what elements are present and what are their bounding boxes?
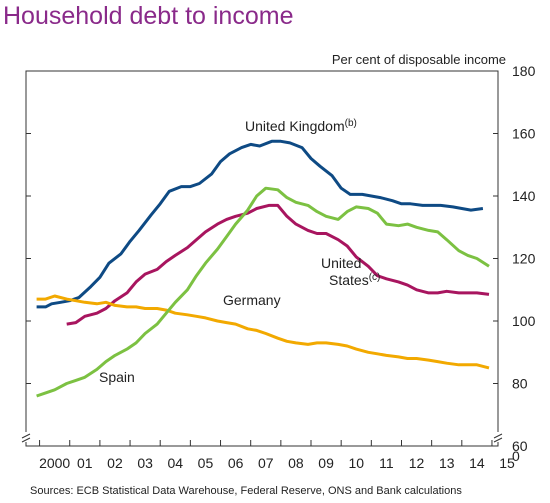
series-label-united-states-line2: States [329, 272, 369, 288]
x-tick-label: 15 [499, 455, 515, 471]
series-line-germany [36, 294, 490, 370]
x-tick-label: 06 [228, 455, 244, 471]
series-label-united-kingdom: United Kingdom(b) [245, 118, 357, 134]
series-line-united-kingdom [36, 139, 484, 309]
x-tick-label: 01 [77, 455, 93, 471]
series-label-spain: Spain [99, 369, 135, 385]
unit-label: Per cent of disposable income [332, 52, 506, 67]
axis-break-mark [21, 433, 31, 443]
axis-break-mask [494, 432, 502, 442]
x-tick-label: 14 [469, 455, 485, 471]
series-label-germany: Germany [223, 292, 281, 308]
series-line-united-states [66, 203, 490, 326]
x-tick-label: 10 [348, 455, 364, 471]
x-tick-label: 09 [318, 455, 334, 471]
y-tick-label: 140 [512, 188, 536, 204]
axis-ticks: 180 160 140 120 100 80 600 2000 01 02 03 04 05 06 07 08… [26, 63, 536, 471]
x-tick-label: 02 [107, 455, 123, 471]
series-line-spain [36, 186, 490, 398]
x-tick-label: 04 [168, 455, 184, 471]
x-tick-label: 07 [258, 455, 274, 471]
y-tick-label: 100 [512, 313, 536, 329]
chart-title: Household debt to income [3, 2, 293, 30]
series-lines [36, 139, 490, 398]
series-label-united-states-line1: United [321, 255, 361, 271]
x-tick-label: 08 [288, 455, 304, 471]
source-note: Sources: ECB Statistical Data Warehouse,… [30, 485, 462, 497]
y-axis-zero-label: 0 [512, 448, 520, 464]
x-tick-label: 12 [409, 455, 425, 471]
x-tick-label: 2000 [39, 455, 70, 471]
axis-break-mark [493, 433, 503, 443]
y-tick-label: 80 [512, 376, 528, 392]
x-tick-label: 11 [379, 455, 394, 471]
y-tick-label: 180 [512, 63, 536, 79]
series-label-united-states: United States(c) [321, 255, 380, 288]
x-tick-label: 13 [439, 455, 455, 471]
x-tick-label: 03 [137, 455, 153, 471]
y-tick-label: 160 [512, 126, 536, 142]
axis-break-mask [22, 432, 30, 442]
y-tick-label: 60 [512, 438, 528, 454]
x-tick-label: 05 [198, 455, 214, 471]
y-tick-label: 120 [512, 251, 536, 267]
